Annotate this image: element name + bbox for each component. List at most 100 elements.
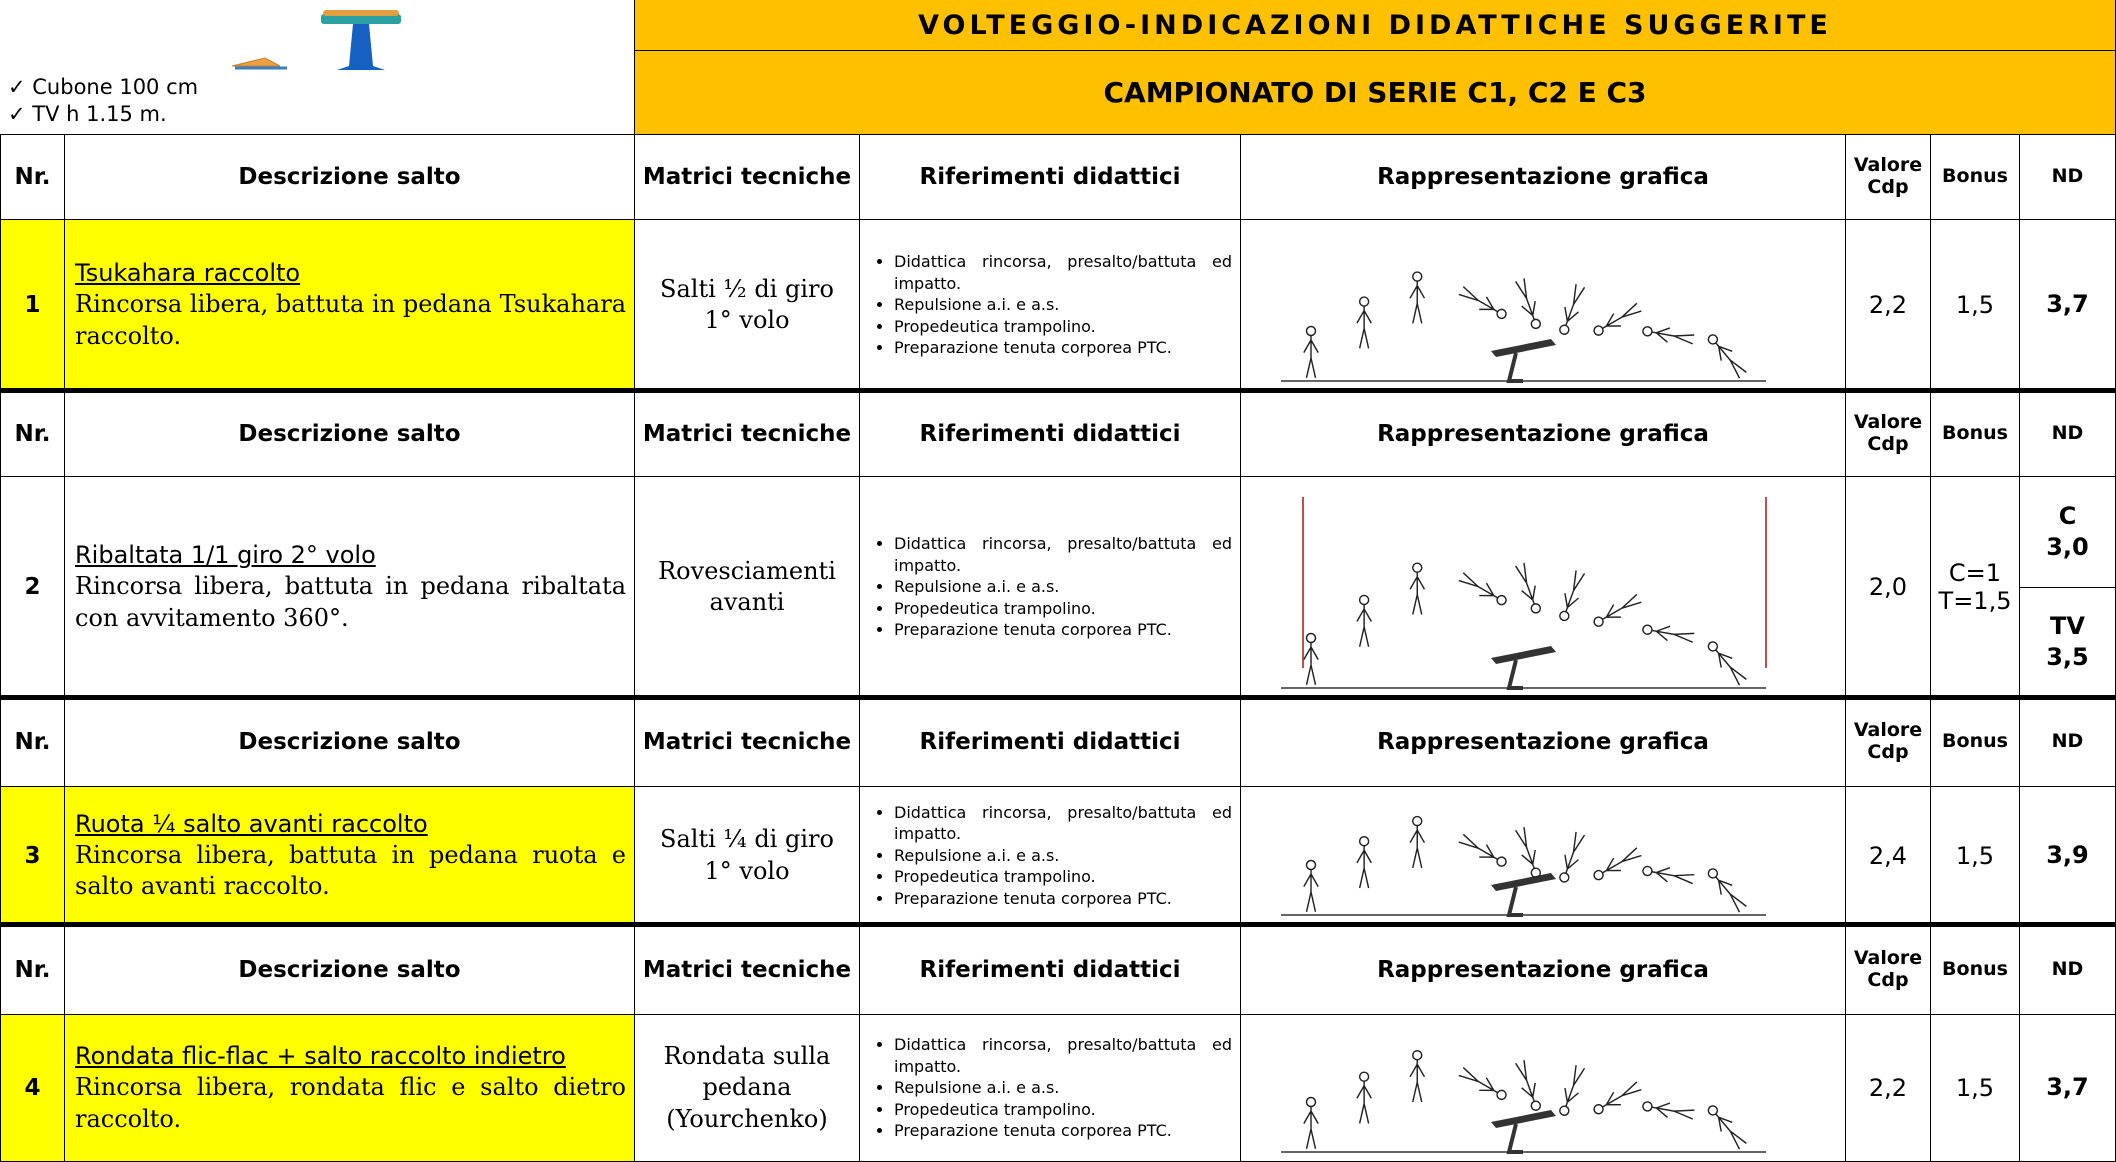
reference: Preparazione tenuta corporea PTC. [894,619,1232,641]
reference: Repulsione a.i. e a.s. [894,845,1232,867]
column-header: Matrici tecniche [635,135,860,220]
row-number: 3 [0,787,65,925]
column-header: ND [2020,391,2116,477]
column-header: Matrici tecniche [635,698,860,787]
reference: Repulsione a.i. e a.s. [894,1077,1232,1099]
title: VOLTEGGIO-INDICAZIONI DIDATTICHE SUGGERI… [635,0,2116,51]
technical-matrix: Salti ½ di giro 1° volo [635,220,860,391]
vault-illustration [1281,1049,1766,1154]
nd-label: 3,9 [2046,840,2089,869]
column-header: Nr. [0,391,65,477]
section-separator [0,695,2116,700]
reference: Repulsione a.i. e a.s. [894,294,1232,316]
illustration [1241,1015,1846,1162]
bonus-value: T=1,5 [1938,587,2012,615]
column-header: Nr. [0,925,65,1015]
description: Ribaltata 1/1 giro 2° volo Rincorsa liber… [65,477,635,698]
jump-name: Tsukahara raccolto [75,259,301,288]
bonus: C=1 T=1,5 [1931,477,2020,698]
technical-matrix: Salti ¼ di giro 1° volo [635,787,860,925]
section-separator [0,922,2116,927]
column-header: Valore Cdp [1846,925,1931,1015]
column-header: Riferimenti didattici [860,391,1241,477]
nd-label: 3,7 [2046,290,2089,319]
row-number: 1 [0,220,65,391]
reference: Propedeutica trampolino. [894,1099,1232,1121]
column-header: Valore Cdp [1846,391,1931,477]
cdp-value: 2,2 [1846,1015,1931,1162]
column-header: Valore Cdp [1846,698,1931,787]
column-header: Riferimenti didattici [860,698,1241,787]
jump-name: Ruota ¼ salto avanti raccolto [75,809,428,838]
reference: Didattica rincorsa, presalto/battuta ed … [894,251,1232,294]
bonus-value: C=1 [1948,559,2002,587]
references: Didattica rincorsa, presalto/battuta ed … [860,220,1241,391]
jump-description: Rincorsa libera, battuta in pedana ribal… [75,572,626,632]
reference: Didattica rincorsa, presalto/battuta ed … [894,802,1232,845]
reference: Didattica rincorsa, presalto/battuta ed … [894,1034,1232,1077]
references: Didattica rincorsa, presalto/battuta ed … [860,1015,1241,1162]
column-header: Descrizione salto [65,391,635,477]
reference: Preparazione tenuta corporea PTC. [894,888,1232,910]
vault-icon [231,10,401,70]
nd-label: C [2058,501,2077,530]
equipment-box: ✓ Cubone 100 cm ✓ TV h 1.15 m. [0,0,635,135]
jump-name: Ribaltata 1/1 giro 2° volo [75,541,376,570]
column-header: Matrici tecniche [635,925,860,1015]
row-number: 4 [0,1015,65,1162]
reference-list: Didattica rincorsa, presalto/battuta ed … [864,251,1232,359]
subtitle: CAMPIONATO DI SERIE C1, C2 E C3 [635,51,2116,135]
bonus: 1,5 [1931,1015,2020,1162]
references: Didattica rincorsa, presalto/battuta ed … [860,477,1241,698]
illustration [1241,220,1846,391]
column-header: Rappresentazione grafica [1241,698,1846,787]
nd-label: TV [2050,612,2085,641]
column-header: ND [2020,925,2116,1015]
nd-cell: TV 3,5 [2020,587,2116,698]
nd-cell: 3,7 [2020,1015,2116,1162]
technical-matrix: Rovesciamenti avanti [635,477,860,698]
reference: Preparazione tenuta corporea PTC. [894,337,1232,359]
description: Tsukahara raccolto Rincorsa libera, battu… [65,220,635,391]
vault-illustration [1281,496,1767,690]
nd-label: 3,7 [2046,1073,2089,1102]
nd-value: 3,5 [2046,643,2089,672]
bonus: 1,5 [1931,787,2020,925]
cdp-value: 2,0 [1846,477,1931,698]
reference: Propedeutica trampolino. [894,316,1232,338]
jump-description: Rincorsa libera, battuta in pedana Tsuka… [75,290,626,350]
cdp-value: 2,2 [1846,220,1931,391]
column-header: Descrizione salto [65,698,635,787]
vault-illustration [1281,815,1766,917]
row-number: 2 [0,477,65,698]
section-separator [0,388,2116,393]
references: Didattica rincorsa, presalto/battuta ed … [860,787,1241,925]
column-header: Nr. [0,698,65,787]
bonus-value: 1,5 [1955,841,1995,870]
column-header: ND [2020,698,2116,787]
description: Ruota ¼ salto avanti raccolto Rincorsa li… [65,787,635,925]
reference: Propedeutica trampolino. [894,866,1232,888]
bonus-value: 1,5 [1955,1074,1995,1102]
reference: Repulsione a.i. e a.s. [894,576,1232,598]
reference: Preparazione tenuta corporea PTC. [894,1120,1232,1142]
column-header: Rappresentazione grafica [1241,391,1846,477]
nd-cell: 3,9 [2020,787,2116,925]
illustration [1241,477,1846,698]
reference-list: Didattica rincorsa, presalto/battuta ed … [864,802,1232,910]
nd-cell: C 3,0 [2020,477,2116,588]
column-header: ND [2020,135,2116,220]
column-header: Descrizione salto [65,135,635,220]
column-header: Bonus [1931,925,2020,1015]
column-header: Bonus [1931,391,2020,477]
vault-illustration [1281,270,1766,383]
technical-matrix: Rondata sulla pedana (Yourchenko) [635,1015,860,1162]
note: ✓ TV h 1.15 m. [8,102,167,127]
note: ✓ Cubone 100 cm [8,75,199,99]
cdp-value: 2,4 [1846,787,1931,925]
column-header: Riferimenti didattici [860,135,1241,220]
column-header: Matrici tecniche [635,391,860,477]
reference-list: Didattica rincorsa, presalto/battuta ed … [864,533,1232,641]
notes: ✓ Cubone 100 cm ✓ TV h 1.15 m. [8,74,198,129]
